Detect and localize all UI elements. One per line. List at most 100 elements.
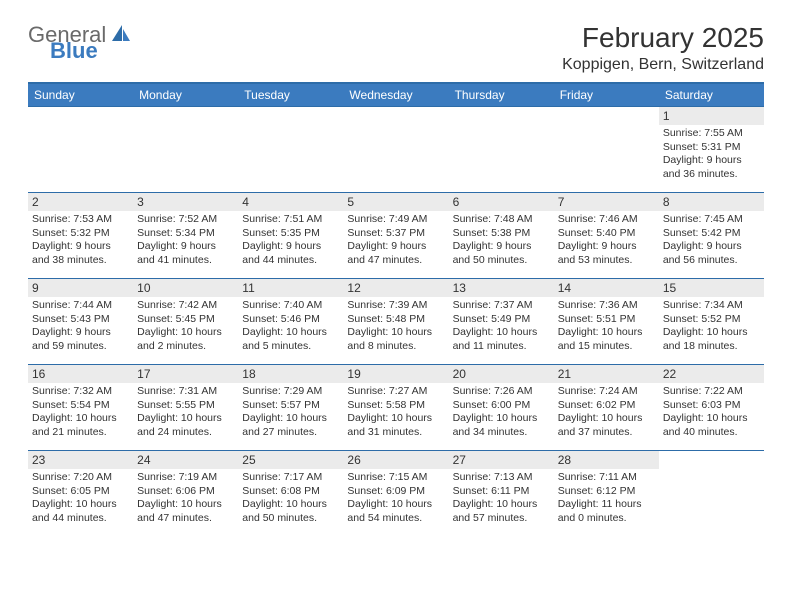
day-content: Sunrise: 7:26 AMSunset: 6:00 PMDaylight:… xyxy=(449,383,554,442)
daylight-text: Daylight: 9 hours and 41 minutes. xyxy=(137,240,234,267)
sunset-text: Sunset: 5:46 PM xyxy=(242,313,339,327)
day-number: 4 xyxy=(238,193,343,211)
day-header-row: SundayMondayTuesdayWednesdayThursdayFrid… xyxy=(28,83,764,107)
day-content: Sunrise: 7:48 AMSunset: 5:38 PMDaylight:… xyxy=(449,211,554,270)
day-header-tuesday: Tuesday xyxy=(238,83,343,107)
daylight-text: Daylight: 10 hours and 8 minutes. xyxy=(347,326,444,353)
daylight-text: Daylight: 10 hours and 15 minutes. xyxy=(558,326,655,353)
sunrise-text: Sunrise: 7:20 AM xyxy=(32,471,129,485)
day-content: Sunrise: 7:31 AMSunset: 5:55 PMDaylight:… xyxy=(133,383,238,442)
day-cell-5: 5Sunrise: 7:49 AMSunset: 5:37 PMDaylight… xyxy=(343,193,448,279)
sunrise-text: Sunrise: 7:53 AM xyxy=(32,213,129,227)
daylight-text: Daylight: 10 hours and 21 minutes. xyxy=(32,412,129,439)
sunset-text: Sunset: 6:06 PM xyxy=(137,485,234,499)
sunset-text: Sunset: 5:32 PM xyxy=(32,227,129,241)
day-cell-17: 17Sunrise: 7:31 AMSunset: 5:55 PMDayligh… xyxy=(133,365,238,451)
day-cell-20: 20Sunrise: 7:26 AMSunset: 6:00 PMDayligh… xyxy=(449,365,554,451)
day-cell-23: 23Sunrise: 7:20 AMSunset: 6:05 PMDayligh… xyxy=(28,451,133,537)
day-content: Sunrise: 7:11 AMSunset: 6:12 PMDaylight:… xyxy=(554,469,659,528)
daylight-text: Daylight: 10 hours and 24 minutes. xyxy=(137,412,234,439)
sunset-text: Sunset: 5:45 PM xyxy=(137,313,234,327)
sunset-text: Sunset: 5:42 PM xyxy=(663,227,760,241)
day-cell-16: 16Sunrise: 7:32 AMSunset: 5:54 PMDayligh… xyxy=(28,365,133,451)
daylight-text: Daylight: 10 hours and 18 minutes. xyxy=(663,326,760,353)
week-row: 23Sunrise: 7:20 AMSunset: 6:05 PMDayligh… xyxy=(28,451,764,537)
daylight-text: Daylight: 9 hours and 38 minutes. xyxy=(32,240,129,267)
sunrise-text: Sunrise: 7:26 AM xyxy=(453,385,550,399)
day-cell-12: 12Sunrise: 7:39 AMSunset: 5:48 PMDayligh… xyxy=(343,279,448,365)
day-content: Sunrise: 7:40 AMSunset: 5:46 PMDaylight:… xyxy=(238,297,343,356)
sunset-text: Sunset: 5:43 PM xyxy=(32,313,129,327)
sunset-text: Sunset: 5:31 PM xyxy=(663,141,760,155)
day-cell-8: 8Sunrise: 7:45 AMSunset: 5:42 PMDaylight… xyxy=(659,193,764,279)
day-header-monday: Monday xyxy=(133,83,238,107)
sunset-text: Sunset: 5:40 PM xyxy=(558,227,655,241)
day-header-thursday: Thursday xyxy=(449,83,554,107)
sunrise-text: Sunrise: 7:22 AM xyxy=(663,385,760,399)
sunset-text: Sunset: 5:35 PM xyxy=(242,227,339,241)
day-number: 23 xyxy=(28,451,133,469)
daylight-text: Daylight: 9 hours and 47 minutes. xyxy=(347,240,444,267)
sunrise-text: Sunrise: 7:19 AM xyxy=(137,471,234,485)
daylight-text: Daylight: 10 hours and 37 minutes. xyxy=(558,412,655,439)
day-number: 17 xyxy=(133,365,238,383)
day-content: Sunrise: 7:34 AMSunset: 5:52 PMDaylight:… xyxy=(659,297,764,356)
day-number: 9 xyxy=(28,279,133,297)
sunrise-text: Sunrise: 7:37 AM xyxy=(453,299,550,313)
day-number: 5 xyxy=(343,193,448,211)
day-cell-13: 13Sunrise: 7:37 AMSunset: 5:49 PMDayligh… xyxy=(449,279,554,365)
daylight-text: Daylight: 11 hours and 0 minutes. xyxy=(558,498,655,525)
day-content: Sunrise: 7:52 AMSunset: 5:34 PMDaylight:… xyxy=(133,211,238,270)
day-cell-11: 11Sunrise: 7:40 AMSunset: 5:46 PMDayligh… xyxy=(238,279,343,365)
day-cell-19: 19Sunrise: 7:27 AMSunset: 5:58 PMDayligh… xyxy=(343,365,448,451)
sunrise-text: Sunrise: 7:27 AM xyxy=(347,385,444,399)
day-cell-1: 1Sunrise: 7:55 AMSunset: 5:31 PMDaylight… xyxy=(659,107,764,193)
sunrise-text: Sunrise: 7:45 AM xyxy=(663,213,760,227)
sunrise-text: Sunrise: 7:51 AM xyxy=(242,213,339,227)
empty-day-cell xyxy=(133,107,238,193)
week-row: 1Sunrise: 7:55 AMSunset: 5:31 PMDaylight… xyxy=(28,107,764,193)
sunset-text: Sunset: 5:55 PM xyxy=(137,399,234,413)
sunrise-text: Sunrise: 7:15 AM xyxy=(347,471,444,485)
day-content: Sunrise: 7:24 AMSunset: 6:02 PMDaylight:… xyxy=(554,383,659,442)
daylight-text: Daylight: 10 hours and 47 minutes. xyxy=(137,498,234,525)
day-number: 1 xyxy=(659,107,764,125)
day-cell-25: 25Sunrise: 7:17 AMSunset: 6:08 PMDayligh… xyxy=(238,451,343,537)
sunrise-text: Sunrise: 7:11 AM xyxy=(558,471,655,485)
daylight-text: Daylight: 9 hours and 50 minutes. xyxy=(453,240,550,267)
daylight-text: Daylight: 10 hours and 34 minutes. xyxy=(453,412,550,439)
sunrise-text: Sunrise: 7:13 AM xyxy=(453,471,550,485)
day-cell-15: 15Sunrise: 7:34 AMSunset: 5:52 PMDayligh… xyxy=(659,279,764,365)
empty-day-cell xyxy=(659,451,764,537)
day-cell-21: 21Sunrise: 7:24 AMSunset: 6:02 PMDayligh… xyxy=(554,365,659,451)
sunset-text: Sunset: 6:12 PM xyxy=(558,485,655,499)
week-row: 9Sunrise: 7:44 AMSunset: 5:43 PMDaylight… xyxy=(28,279,764,365)
sunset-text: Sunset: 5:54 PM xyxy=(32,399,129,413)
daylight-text: Daylight: 9 hours and 59 minutes. xyxy=(32,326,129,353)
empty-day-cell xyxy=(554,107,659,193)
sunrise-text: Sunrise: 7:31 AM xyxy=(137,385,234,399)
sunset-text: Sunset: 5:38 PM xyxy=(453,227,550,241)
sunrise-text: Sunrise: 7:55 AM xyxy=(663,127,760,141)
day-cell-9: 9Sunrise: 7:44 AMSunset: 5:43 PMDaylight… xyxy=(28,279,133,365)
daylight-text: Daylight: 10 hours and 31 minutes. xyxy=(347,412,444,439)
sunset-text: Sunset: 6:09 PM xyxy=(347,485,444,499)
sunrise-text: Sunrise: 7:24 AM xyxy=(558,385,655,399)
sunset-text: Sunset: 5:37 PM xyxy=(347,227,444,241)
day-number: 14 xyxy=(554,279,659,297)
day-cell-18: 18Sunrise: 7:29 AMSunset: 5:57 PMDayligh… xyxy=(238,365,343,451)
day-number: 13 xyxy=(449,279,554,297)
sunset-text: Sunset: 6:00 PM xyxy=(453,399,550,413)
day-content: Sunrise: 7:37 AMSunset: 5:49 PMDaylight:… xyxy=(449,297,554,356)
sunrise-text: Sunrise: 7:46 AM xyxy=(558,213,655,227)
daylight-text: Daylight: 10 hours and 27 minutes. xyxy=(242,412,339,439)
day-content: Sunrise: 7:13 AMSunset: 6:11 PMDaylight:… xyxy=(449,469,554,528)
day-header-wednesday: Wednesday xyxy=(343,83,448,107)
daylight-text: Daylight: 9 hours and 44 minutes. xyxy=(242,240,339,267)
sunset-text: Sunset: 5:58 PM xyxy=(347,399,444,413)
daylight-text: Daylight: 10 hours and 54 minutes. xyxy=(347,498,444,525)
day-cell-2: 2Sunrise: 7:53 AMSunset: 5:32 PMDaylight… xyxy=(28,193,133,279)
day-cell-26: 26Sunrise: 7:15 AMSunset: 6:09 PMDayligh… xyxy=(343,451,448,537)
day-content: Sunrise: 7:29 AMSunset: 5:57 PMDaylight:… xyxy=(238,383,343,442)
day-cell-6: 6Sunrise: 7:48 AMSunset: 5:38 PMDaylight… xyxy=(449,193,554,279)
